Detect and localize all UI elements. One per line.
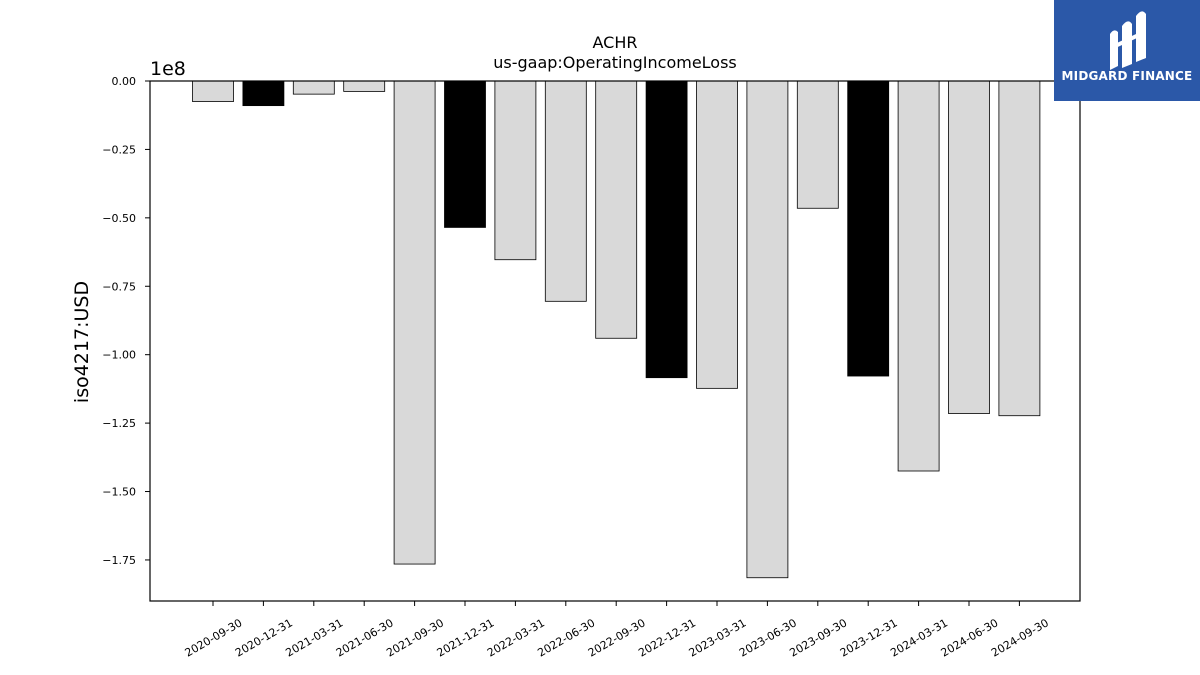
logo-text: MIDGARD FINANCE bbox=[1061, 69, 1193, 83]
y-axis-ticks: 0.00 −0.25 −0.50 −0.75 −1.00 −1.25 −1.50 −1.75 bbox=[102, 75, 150, 567]
y-tick-label: −0.75 bbox=[102, 280, 136, 293]
bar-2024-03-31 bbox=[897, 80, 940, 472]
y-tick-label: −0.50 bbox=[102, 212, 136, 225]
y-tick-label: −1.00 bbox=[102, 349, 136, 362]
x-axis-ticks: 2020-09-302020-12-312021-03-312021-06-30… bbox=[183, 601, 1051, 660]
x-tick-label: 2024-09-30 bbox=[989, 616, 1051, 659]
bars-group bbox=[192, 80, 1041, 579]
midgard-logo-mark-icon bbox=[1110, 11, 1146, 70]
y-tick-label: −1.75 bbox=[102, 554, 136, 567]
bar-2023-09-30 bbox=[796, 80, 839, 209]
bar-2024-06-30 bbox=[948, 80, 990, 414]
bar-2020-12-31 bbox=[242, 80, 285, 107]
y-tick-label: −0.25 bbox=[102, 143, 136, 156]
bar-2022-09-30 bbox=[595, 80, 638, 339]
y-axis-label: iso4217:USD bbox=[71, 281, 93, 403]
bar-2022-12-31 bbox=[645, 80, 688, 379]
y-tick-label: −1.25 bbox=[102, 417, 136, 430]
bar-2020-09-30 bbox=[192, 80, 234, 102]
midgard-finance-logo: MIDGARD FINANCE bbox=[1054, 0, 1200, 101]
y-axis-offset-label: 1e8 bbox=[150, 58, 186, 80]
bar-2022-03-31 bbox=[494, 80, 537, 261]
y-tick-label: −1.50 bbox=[102, 486, 136, 499]
bar-2021-12-31 bbox=[444, 80, 486, 228]
bar-2022-06-30 bbox=[544, 80, 587, 302]
y-tick-label: 0.00 bbox=[112, 75, 137, 88]
bar-2023-03-31 bbox=[696, 80, 738, 389]
bar-2024-09-30 bbox=[998, 80, 1041, 417]
chart-title: ACHR bbox=[593, 33, 638, 52]
bar-2021-03-31 bbox=[292, 80, 335, 95]
bar-2023-12-31 bbox=[847, 80, 890, 377]
bar-2023-06-30 bbox=[746, 80, 789, 579]
bar-2021-06-30 bbox=[343, 80, 386, 92]
plot-frame bbox=[149, 80, 1081, 602]
chart-subtitle: us-gaap:OperatingIncomeLoss bbox=[493, 53, 737, 72]
bar-2021-09-30 bbox=[393, 80, 436, 565]
